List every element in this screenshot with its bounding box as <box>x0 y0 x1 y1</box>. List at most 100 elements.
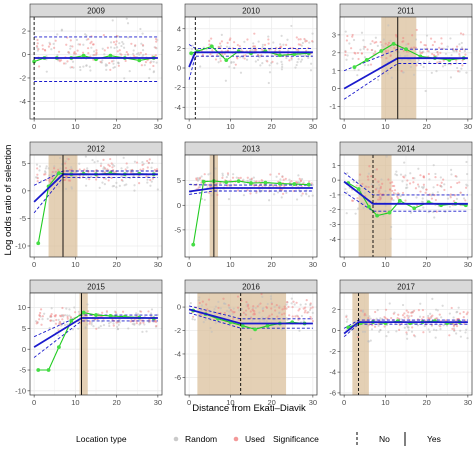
random-point <box>395 170 398 173</box>
used-point <box>221 176 224 180</box>
random-point <box>369 42 372 45</box>
random-point <box>193 318 196 321</box>
fit-line <box>343 180 468 205</box>
used-point <box>417 309 421 312</box>
used-point <box>311 319 314 323</box>
random-point <box>401 303 405 307</box>
used-point <box>114 43 117 46</box>
used-point <box>155 168 159 171</box>
used-point <box>139 319 143 322</box>
random-point <box>68 308 71 311</box>
used-point <box>396 192 400 195</box>
random-point <box>361 309 365 312</box>
random-point <box>390 225 393 229</box>
used-point <box>364 185 367 188</box>
random-point <box>435 308 438 311</box>
random-point <box>64 187 68 190</box>
random-point <box>428 178 431 181</box>
random-point <box>465 160 468 164</box>
random-point <box>109 46 113 49</box>
random-point <box>256 58 260 62</box>
random-point <box>300 194 303 197</box>
random-point <box>427 314 430 318</box>
used-point <box>99 164 103 167</box>
segment-mean-point <box>240 323 245 328</box>
random-point <box>52 319 55 322</box>
random-point <box>143 64 146 67</box>
random-point <box>432 164 435 167</box>
used-point <box>426 49 429 53</box>
random-point <box>370 183 373 186</box>
random-point <box>395 330 398 333</box>
used-point <box>154 54 157 57</box>
used-point <box>152 64 155 68</box>
y-tick-label: 5 <box>177 176 181 185</box>
used-point <box>148 158 151 161</box>
random-point <box>406 54 409 57</box>
used-point <box>299 38 302 41</box>
panel-plot-area <box>340 155 472 257</box>
random-point <box>57 334 60 337</box>
random-point <box>305 193 308 196</box>
used-point <box>390 316 393 320</box>
random-point <box>436 309 439 312</box>
used-point <box>393 189 397 192</box>
random-point <box>417 59 420 62</box>
used-point <box>451 327 454 331</box>
used-point <box>232 317 235 320</box>
random-point <box>133 184 136 187</box>
random-point <box>103 53 106 56</box>
panel-plot-area <box>340 293 472 395</box>
random-point <box>452 316 455 319</box>
used-point <box>368 165 371 168</box>
used-point <box>124 168 127 171</box>
used-point <box>237 177 240 180</box>
random-point <box>385 67 388 70</box>
used-point <box>116 50 119 53</box>
strip-label: 2015 <box>87 283 105 292</box>
random-point <box>231 312 234 315</box>
random-point <box>93 161 96 164</box>
used-point <box>281 192 285 195</box>
used-point <box>41 315 44 318</box>
random-point <box>379 328 382 332</box>
y-tick-label: 0 <box>332 176 336 185</box>
random-point <box>462 197 466 200</box>
used-point <box>236 306 240 309</box>
used-point <box>311 39 314 43</box>
used-point <box>207 183 210 187</box>
random-point <box>285 303 288 306</box>
used-point <box>351 35 354 38</box>
random-point <box>297 58 300 61</box>
used-point <box>41 48 45 51</box>
used-point <box>64 162 67 165</box>
used-point <box>146 159 149 163</box>
random-point <box>90 46 93 49</box>
random-point <box>108 324 111 328</box>
random-point <box>220 33 223 36</box>
random-point <box>228 65 231 68</box>
used-point <box>135 322 138 325</box>
y-tick-label: 0 <box>177 64 181 73</box>
used-point <box>391 189 394 193</box>
random-point <box>111 19 114 22</box>
used-point <box>278 306 281 309</box>
used-point <box>436 183 439 187</box>
used-point <box>144 53 147 56</box>
random-point <box>137 313 140 316</box>
random-point <box>97 326 100 329</box>
random-point <box>89 175 93 178</box>
random-point <box>115 181 118 184</box>
used-point <box>369 63 373 66</box>
used-point <box>423 43 426 47</box>
random-point <box>68 314 71 317</box>
used-point <box>301 192 304 195</box>
random-point <box>441 65 445 68</box>
random-point <box>113 65 116 69</box>
used-point <box>303 37 306 41</box>
used-point <box>237 189 240 192</box>
used-point <box>377 198 380 201</box>
random-point <box>50 48 53 51</box>
used-point <box>374 178 377 181</box>
